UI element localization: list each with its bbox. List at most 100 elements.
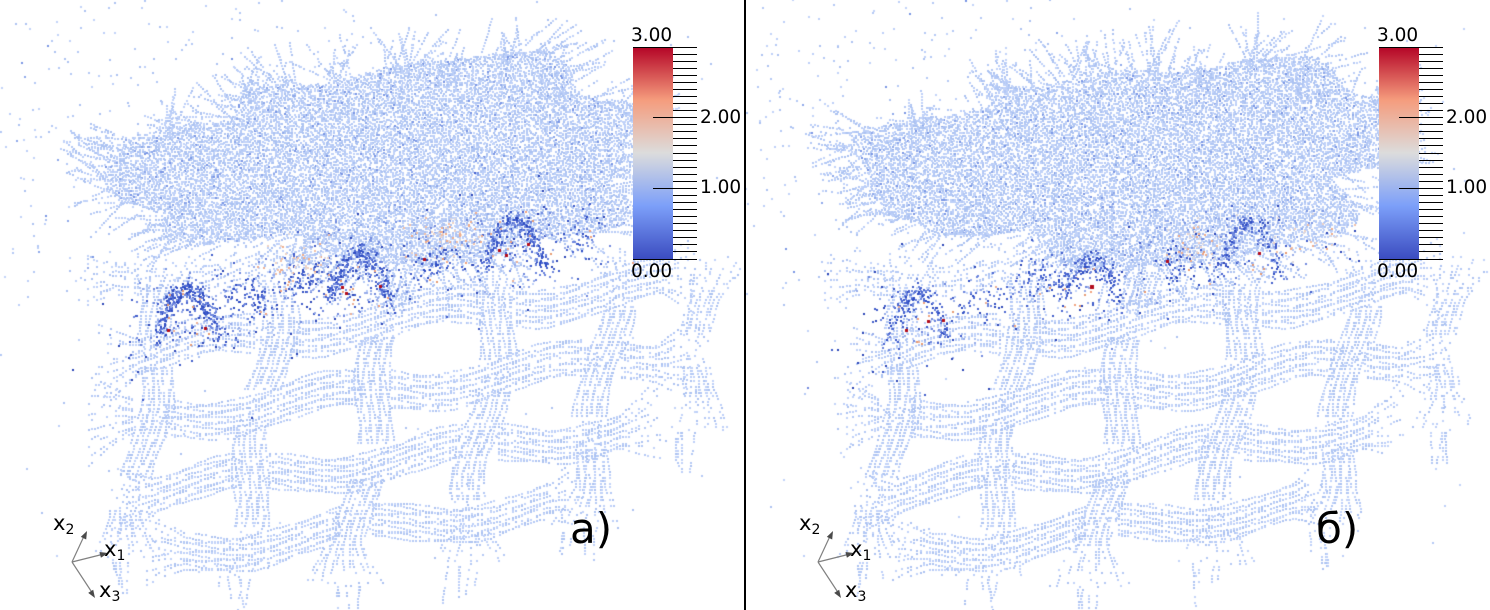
colorbar-tick — [1419, 103, 1443, 105]
colorbar-tick — [673, 124, 697, 126]
colorbar-tick — [673, 201, 697, 203]
colorbar-tick — [1419, 81, 1443, 83]
colorbar-tick — [673, 53, 697, 55]
colorbar-tick — [1419, 230, 1443, 232]
colorbar-tick — [633, 46, 697, 48]
axis-x3-arrowhead — [88, 589, 95, 598]
colorbar-tick — [1419, 223, 1443, 225]
colorbar-tick-label-1: 1.00 — [700, 177, 742, 198]
axis-label-x1: x1 — [850, 537, 871, 564]
axis-x1-arrowhead — [99, 552, 108, 558]
colorbar-tick — [1419, 124, 1443, 126]
colorbar-tick — [673, 95, 697, 97]
colorbar-tick — [673, 251, 697, 253]
axis-label-x3: x3 — [845, 578, 866, 605]
colorbar-tick — [1419, 110, 1443, 112]
axis-x2-arrowhead — [80, 531, 87, 540]
colorbar: 3.00 2.00 1.00 0.00 — [1377, 25, 1487, 282]
particle-cloud-canvas-b — [746, 0, 1490, 610]
colorbar-tick — [1419, 95, 1443, 97]
colorbar-tick — [673, 173, 697, 175]
colorbar-tick — [1419, 180, 1443, 182]
colorbar-tick — [1419, 216, 1443, 218]
colorbar-tick — [633, 258, 697, 260]
panel-b: 3.00 2.00 1.00 0.00 x2 x1 x3 б) — [746, 0, 1490, 610]
colorbar-tick — [673, 81, 697, 83]
axis-label-x3: x3 — [99, 578, 120, 605]
axis-x3-arrowhead — [834, 589, 841, 598]
colorbar-tick — [1419, 145, 1443, 147]
colorbar: 3.00 2.00 1.00 0.00 — [631, 25, 741, 282]
axes-triad: x2 x1 x3 — [53, 511, 125, 605]
colorbar-tick — [1419, 173, 1443, 175]
colorbar-tick — [673, 103, 697, 105]
colorbar-tick — [673, 74, 697, 76]
axis-label-x2: x2 — [799, 511, 820, 538]
colorbar-tick — [1419, 194, 1443, 196]
colorbar-tick — [673, 216, 697, 218]
colorbar-min-label: 0.00 — [631, 261, 673, 282]
panel-divider — [744, 0, 746, 610]
colorbar-tick — [1419, 53, 1443, 55]
axis-x1-arrow — [71, 553, 105, 563]
panel-label-b: б) — [1316, 504, 1359, 553]
particle-cloud-canvas-a — [0, 0, 744, 610]
colorbar-tick — [673, 244, 697, 246]
colorbar-tick — [1419, 74, 1443, 76]
colorbar-tick — [653, 187, 697, 189]
colorbar-max-label: 3.00 — [631, 25, 673, 46]
panel-a: 3.00 2.00 1.00 0.00 x2 x1 x3 a) — [0, 0, 744, 610]
colorbar-tick — [673, 145, 697, 147]
axis-label-x2: x2 — [53, 511, 74, 538]
axes-triad: x2 x1 x3 — [799, 511, 871, 605]
colorbar-tick — [1399, 117, 1443, 119]
colorbar-tick — [1419, 60, 1443, 62]
colorbar-tick — [673, 152, 697, 154]
colorbar-tick — [673, 159, 697, 161]
colorbar-tick — [1379, 46, 1443, 48]
colorbar-tick — [1419, 209, 1443, 211]
axis-x3-arrow — [817, 561, 840, 595]
colorbar-tick — [1419, 88, 1443, 90]
colorbar-tick — [673, 67, 697, 69]
colorbar-tick — [673, 180, 697, 182]
colorbar-tick-label-2: 2.00 — [700, 107, 742, 128]
colorbar-tick — [1419, 138, 1443, 140]
axis-x2-arrow — [71, 533, 86, 563]
panel-label-a: a) — [570, 504, 613, 553]
colorbar-tick — [1379, 258, 1443, 260]
colorbar-tick-label-1: 1.00 — [1446, 177, 1488, 198]
axis-arrows — [817, 533, 851, 595]
axis-x3-arrow — [71, 561, 94, 595]
axis-x1-arrow — [817, 553, 851, 563]
colorbar-min-label: 0.00 — [1377, 261, 1419, 282]
colorbar-tick — [673, 138, 697, 140]
axis-x1-arrowhead — [845, 552, 854, 558]
colorbar-max-label: 3.00 — [1377, 25, 1419, 46]
colorbar-tick — [673, 88, 697, 90]
colorbar-tick — [1419, 237, 1443, 239]
colorbar-tick — [673, 110, 697, 112]
colorbar-tick — [1419, 166, 1443, 168]
colorbar-tick — [1419, 201, 1443, 203]
colorbar-tick — [673, 209, 697, 211]
colorbar-tick — [1399, 187, 1443, 189]
axis-x2-arrowhead — [826, 531, 833, 540]
colorbar-tick-label-2: 2.00 — [1446, 107, 1488, 128]
axis-label-x1: x1 — [104, 537, 125, 564]
axis-x2-arrow — [817, 533, 832, 563]
colorbar-tick — [1419, 131, 1443, 133]
colorbar-tick — [673, 223, 697, 225]
colorbar-tick — [673, 131, 697, 133]
colorbar-tick — [673, 166, 697, 168]
colorbar-gradient — [1379, 47, 1419, 259]
colorbar-tick — [1419, 244, 1443, 246]
colorbar-tick — [1419, 251, 1443, 253]
colorbar-tick — [673, 237, 697, 239]
colorbar-tick — [1419, 67, 1443, 69]
colorbar-gradient — [633, 47, 673, 259]
colorbar-tick — [673, 230, 697, 232]
colorbar-tick — [653, 117, 697, 119]
colorbar-tick — [673, 194, 697, 196]
